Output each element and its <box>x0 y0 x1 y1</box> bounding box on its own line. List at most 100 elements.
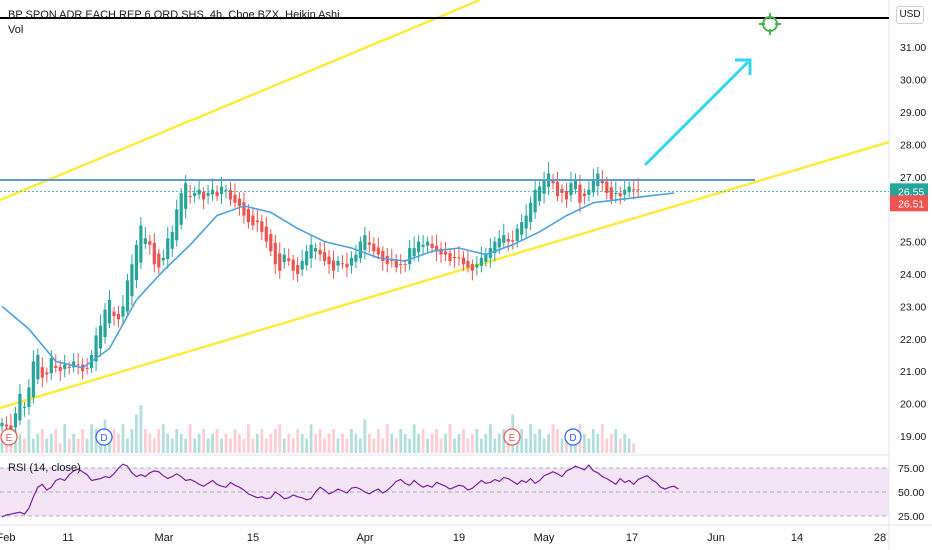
candle-body[interactable] <box>269 234 273 252</box>
candle-body[interactable] <box>152 242 156 265</box>
candle-body[interactable] <box>349 257 354 266</box>
candle-body[interactable] <box>161 257 165 261</box>
candle-body[interactable] <box>130 264 134 296</box>
candle-body[interactable] <box>251 215 255 226</box>
moving-average-line[interactable] <box>1 192 675 369</box>
candle-body[interactable] <box>224 189 228 191</box>
candle-body[interactable] <box>502 235 506 243</box>
candle-body[interactable] <box>233 194 237 203</box>
candle-body[interactable] <box>461 257 466 265</box>
candle-body[interactable] <box>278 253 282 271</box>
target-icon[interactable] <box>759 13 781 35</box>
candle-body[interactable] <box>390 260 394 262</box>
candle-body[interactable] <box>439 248 443 255</box>
candle-body[interactable] <box>466 260 470 268</box>
candle-body[interactable] <box>72 361 76 368</box>
upper-channel-line[interactable] <box>0 0 481 202</box>
candle-body[interactable] <box>538 186 542 202</box>
candle-body[interactable] <box>470 264 474 271</box>
candle-body[interactable] <box>121 306 125 317</box>
candle-body[interactable] <box>403 264 407 266</box>
candle-body[interactable] <box>582 193 586 197</box>
candle-body[interactable] <box>287 258 291 261</box>
candle-body[interactable] <box>22 406 26 408</box>
candle-body[interactable] <box>27 387 31 407</box>
candle-body[interactable] <box>98 325 103 349</box>
candle-body[interactable] <box>381 250 385 261</box>
candle-body[interactable] <box>564 190 569 200</box>
candle-body[interactable] <box>609 187 613 200</box>
candle-body[interactable] <box>166 238 170 260</box>
candle-body[interactable] <box>385 255 389 265</box>
candle-body[interactable] <box>600 179 604 184</box>
candle-body[interactable] <box>31 361 35 398</box>
candle-body[interactable] <box>67 366 71 368</box>
candle-body[interactable] <box>493 241 497 254</box>
candle-body[interactable] <box>4 424 9 427</box>
candle-body[interactable] <box>327 256 331 265</box>
candle-body[interactable] <box>157 253 161 268</box>
candle-body[interactable] <box>430 243 434 249</box>
candle-body[interactable] <box>417 241 421 253</box>
candle-body[interactable] <box>636 189 640 191</box>
earnings-event-marker[interactable]: E <box>503 428 521 446</box>
candle-body[interactable] <box>260 221 264 232</box>
candle-body[interactable] <box>305 251 309 266</box>
candle-body[interactable] <box>322 252 327 261</box>
candle-body[interactable] <box>103 309 107 338</box>
candle-body[interactable] <box>116 313 121 320</box>
candle-body[interactable] <box>345 263 349 268</box>
candle-body[interactable] <box>210 189 215 195</box>
candle-body[interactable] <box>143 238 147 244</box>
projection-arrow-shaft[interactable] <box>643 60 750 167</box>
candle-body[interactable] <box>448 253 452 261</box>
earnings-event-marker[interactable]: E <box>0 428 18 446</box>
candle-body[interactable] <box>9 425 13 430</box>
candle-body[interactable] <box>367 242 371 245</box>
candle-body[interactable] <box>112 311 116 317</box>
rsi-line[interactable] <box>1 463 679 518</box>
candle-body[interactable] <box>578 184 582 203</box>
candle-body[interactable] <box>264 226 268 242</box>
candle-body[interactable] <box>318 249 322 255</box>
candle-body[interactable] <box>314 248 318 252</box>
candle-body[interactable] <box>139 225 143 263</box>
candle-body[interactable] <box>18 393 22 421</box>
candle-body[interactable] <box>54 365 58 368</box>
candle-body[interactable] <box>40 367 44 378</box>
candle-body[interactable] <box>434 245 439 252</box>
candle-body[interactable] <box>555 181 560 197</box>
candle-body[interactable] <box>215 192 219 197</box>
currency-button[interactable]: USD <box>896 6 924 24</box>
candle-body[interactable] <box>529 202 533 223</box>
candle-body[interactable] <box>58 366 62 372</box>
candle-body[interactable] <box>125 280 130 312</box>
candle-body[interactable] <box>627 186 631 193</box>
candle-body[interactable] <box>412 248 416 257</box>
candle-body[interactable] <box>255 220 259 223</box>
candle-body[interactable] <box>573 180 578 190</box>
candle-body[interactable] <box>107 299 112 324</box>
candle-body[interactable] <box>246 208 250 223</box>
candle-body[interactable] <box>291 259 295 271</box>
candle-body[interactable] <box>282 254 286 263</box>
candle-body[interactable] <box>296 265 300 274</box>
candle-body[interactable] <box>336 261 340 266</box>
candle-body[interactable] <box>300 261 304 270</box>
candle-body[interactable] <box>533 189 537 213</box>
candle-body[interactable] <box>614 192 618 194</box>
candle-body[interactable] <box>363 235 367 250</box>
candle-body[interactable] <box>479 257 483 266</box>
rsi-label[interactable]: RSI (14, close) <box>8 462 81 474</box>
candle-body[interactable] <box>309 244 313 259</box>
candle-body[interactable] <box>421 244 425 247</box>
candle-body[interactable] <box>399 264 403 266</box>
candle-body[interactable] <box>13 413 18 428</box>
candle-body[interactable] <box>0 423 4 427</box>
candle-body[interactable] <box>206 192 210 196</box>
candle-body[interactable] <box>372 243 376 252</box>
candle-body[interactable] <box>273 242 277 265</box>
candle-body[interactable] <box>394 260 398 268</box>
candle-body[interactable] <box>45 372 49 375</box>
candle-body[interactable] <box>452 257 457 259</box>
